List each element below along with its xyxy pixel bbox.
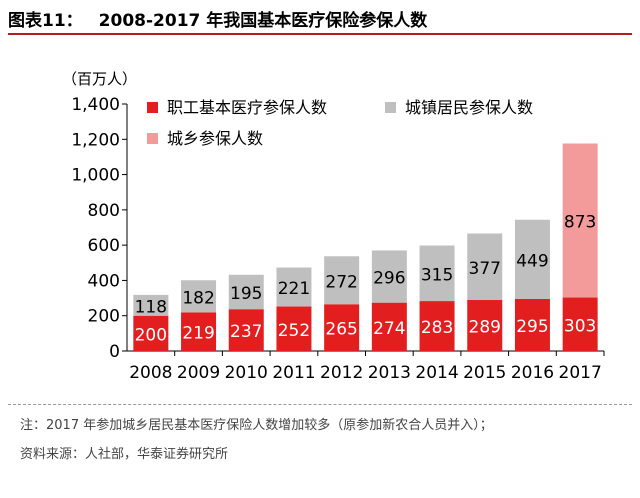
y-tick-label: 1,400 xyxy=(71,95,120,115)
employee-bar xyxy=(228,309,264,351)
bar-value-label: 283 xyxy=(421,318,453,338)
employee-bar xyxy=(467,300,503,351)
legend-label: 城镇居民参保人数 xyxy=(405,98,533,117)
figure-label: 图表11： xyxy=(8,11,83,31)
urban-bar xyxy=(467,233,503,301)
y-tick-label: 0 xyxy=(109,342,120,362)
x-tick-label: 2013 xyxy=(368,363,411,383)
bar-value-label: 265 xyxy=(325,320,357,340)
y-tick-label: 600 xyxy=(88,236,120,256)
legend-swatch xyxy=(147,102,158,113)
employee-bar xyxy=(276,306,312,351)
x-tick-label: 2017 xyxy=(559,363,602,383)
y-tick-label: 200 xyxy=(88,307,120,327)
source-text: 人社部，华泰证券研究所 xyxy=(85,447,229,462)
employee-bar xyxy=(371,302,407,351)
urban-bar xyxy=(228,274,264,310)
x-tick-label: 2016 xyxy=(511,363,554,383)
bar-value-label: 315 xyxy=(421,265,453,285)
x-tick-label: 2015 xyxy=(463,363,506,383)
legend-swatch xyxy=(385,102,396,113)
footnote-prefix: 注： xyxy=(20,418,47,433)
bar-value-label: 873 xyxy=(564,213,596,233)
bar-value-label: 221 xyxy=(278,279,310,299)
y-tick-label: 800 xyxy=(88,201,120,221)
urban-bar xyxy=(324,256,360,305)
bar-value-label: 200 xyxy=(135,325,167,345)
figure-title: 图表11： 2008-2017 年我国基本医疗保险参保人数 xyxy=(8,6,427,31)
bar-value-label: 274 xyxy=(373,319,405,339)
footer-rule xyxy=(8,404,632,405)
figure-title-text: 2008-2017 年我国基本医疗保险参保人数 xyxy=(98,11,428,31)
y-axis-unit: （百万人） xyxy=(62,70,137,88)
x-tick-label: 2012 xyxy=(320,363,363,383)
employee-bar xyxy=(562,297,598,351)
urban-bar xyxy=(276,267,312,307)
bar-value-label: 237 xyxy=(230,322,262,342)
y-tick-label: 1,200 xyxy=(71,130,120,150)
urban-bar xyxy=(133,294,169,316)
bar-value-label: 195 xyxy=(230,284,262,304)
urban-bar xyxy=(419,245,455,302)
x-tick-label: 2014 xyxy=(415,363,458,383)
employee-bar xyxy=(514,298,550,351)
chart-bars: 200 118 219 182 237 195 252 221 265 272 274 296 283 3… xyxy=(133,143,598,351)
bar-value-label: 118 xyxy=(135,297,167,317)
bar-value-label: 252 xyxy=(278,321,310,341)
y-tick-label: 1,000 xyxy=(71,166,120,186)
source-note: 资料来源：人社部，华泰证券研究所 xyxy=(20,443,228,462)
x-tick-label: 2009 xyxy=(177,363,220,383)
employee-bar xyxy=(133,315,169,351)
employee-bar xyxy=(419,301,455,351)
bar-value-label: 303 xyxy=(564,316,596,336)
bar-value-label: 289 xyxy=(469,318,501,338)
footnote-text: 2017 年参加城乡居民基本医疗保险人数增加较多（原参加新农合人员并入）； xyxy=(46,418,493,433)
urban-bar xyxy=(371,250,407,303)
x-tick-label: 2008 xyxy=(129,363,172,383)
legend-label: 职工基本医疗参保人数 xyxy=(167,98,327,117)
footnote: 注：2017 年参加城乡居民基本医疗保险人数增加较多（原参加新农合人员并入）； xyxy=(20,414,493,433)
title-rule xyxy=(8,33,632,35)
bar-value-label: 449 xyxy=(516,251,548,271)
bar-value-label: 272 xyxy=(325,272,357,292)
employee-bar xyxy=(324,304,360,351)
urban-bar xyxy=(514,219,550,299)
bar-value-label: 296 xyxy=(373,269,405,289)
employee-bar xyxy=(181,312,217,351)
bar-value-label: 295 xyxy=(516,317,548,337)
legend-label: 城乡参保人数 xyxy=(167,129,263,148)
urban-rural-bar xyxy=(562,143,598,298)
bar-value-label: 377 xyxy=(469,259,501,279)
x-tick-label: 2010 xyxy=(225,363,268,383)
bar-value-label: 219 xyxy=(182,324,214,344)
urban-bar xyxy=(181,280,217,313)
x-tick-label: 2011 xyxy=(272,363,315,383)
legend-swatch xyxy=(147,133,158,144)
source-prefix: 资料来源： xyxy=(20,447,86,462)
y-tick-label: 400 xyxy=(88,271,120,291)
bar-value-label: 182 xyxy=(182,288,214,308)
